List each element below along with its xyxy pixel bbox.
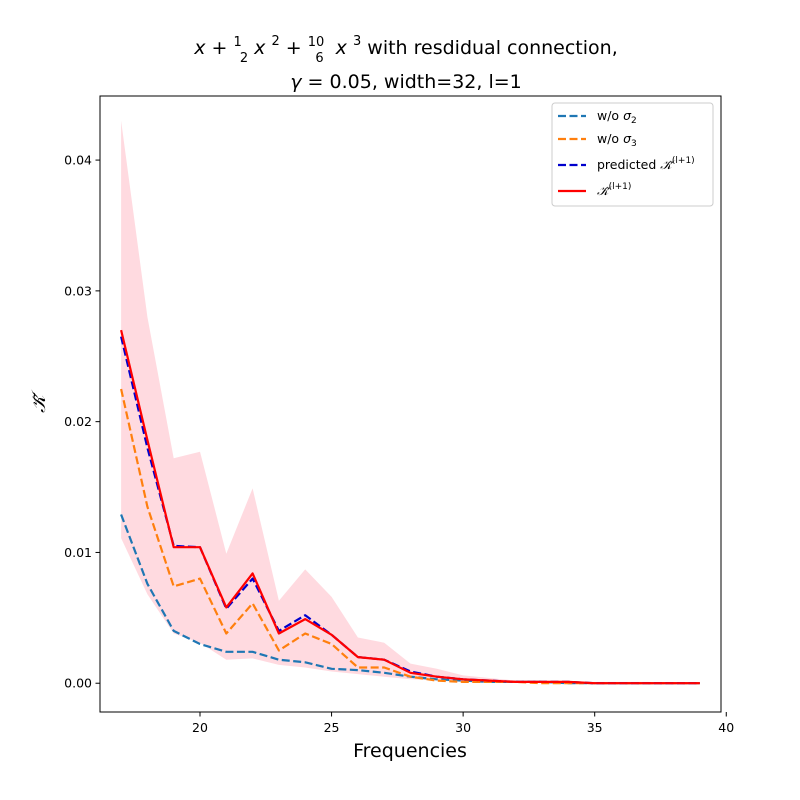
y-tick-label: 0.04 [64,153,92,168]
y-axis-label: 𝒦̃ [28,389,50,413]
confidence-band-layer [121,120,700,684]
y-tick-label: 0.00 [64,676,92,691]
chart-title-line2: γ = 0.05, width=32, l=1 [290,71,521,93]
plot-frame [99,95,722,713]
legend: w/o σ2 w/o σ3 predicted 𝒦̃(l+1) 𝒦̃(l+1) [551,102,714,207]
y-tick-label: 0.02 [64,414,92,429]
y-axis-ticks: 0.00 0.01 0.02 0.03 0.04 [64,153,100,691]
legend-box [551,102,714,207]
confidence-band [121,120,700,684]
x-tick-label: 35 [587,720,603,735]
series-line-k [120,329,700,685]
y-tick-label: 0.01 [64,545,92,560]
x-axis-ticks: 20 25 30 35 40 [192,712,734,735]
legend-label-w-o-sigma3: w/o σ3 [597,131,637,149]
y-tick-label: 0.03 [64,283,92,298]
x-tick-label: 30 [455,720,471,735]
x-tick-label: 20 [192,720,208,735]
chart-title-line1: x + 1 2 x 2 + 10 6 x 3 with resdidual co… [193,28,618,67]
series-layer [120,329,700,685]
x-tick-label: 40 [718,720,734,735]
x-axis-label: Frequencies [353,740,467,762]
x-tick-label: 25 [324,720,340,735]
legend-label-w-o-sigma2: w/o σ2 [597,108,637,126]
